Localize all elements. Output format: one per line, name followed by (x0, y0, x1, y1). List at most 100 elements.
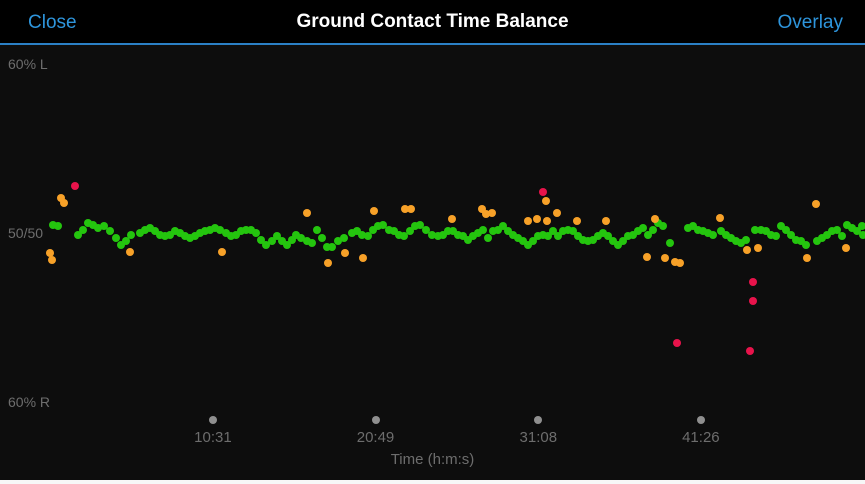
data-point-balanced (484, 234, 493, 243)
data-point-balanced (444, 227, 453, 236)
data-point-balanced (155, 230, 164, 239)
home-indicator-strip (0, 480, 865, 484)
data-point-balanced (434, 232, 443, 241)
data-point-balanced (732, 237, 741, 246)
data-point-moderate-imbalance (125, 247, 134, 256)
data-point-balanced (704, 229, 713, 237)
data-point-high-imbalance (673, 338, 682, 347)
data-point-moderate-imbalance (542, 196, 551, 205)
data-point-balanced (579, 235, 588, 244)
data-point-balanced (549, 227, 558, 236)
data-point-high-imbalance (749, 278, 758, 286)
overlay-button[interactable]: Overlay (777, 11, 843, 33)
data-point-balanced (303, 237, 312, 246)
page-title: Ground Contact Time Balance (296, 10, 569, 32)
data-point-balanced (283, 240, 292, 249)
data-point-balanced (539, 230, 548, 239)
data-point-balanced (390, 227, 399, 236)
data-point-moderate-imbalance (533, 215, 542, 224)
data-point-moderate-imbalance (45, 249, 54, 258)
data-point-balanced (180, 232, 189, 241)
data-point-moderate-imbalance (370, 207, 379, 216)
data-point-balanced (801, 240, 810, 249)
data-point-balanced (237, 227, 246, 236)
data-point-balanced (422, 225, 431, 234)
data-point-balanced (569, 227, 578, 236)
data-point-balanced (232, 230, 241, 239)
data-point-balanced (589, 235, 598, 244)
data-point-balanced (121, 237, 130, 246)
data-point-balanced (823, 230, 832, 239)
data-point-balanced (395, 230, 404, 239)
data-point-balanced (369, 225, 378, 234)
data-point-balanced (639, 223, 648, 232)
data-point-moderate-imbalance (59, 198, 68, 207)
data-point-balanced (318, 234, 327, 243)
data-point-balanced (385, 225, 394, 234)
data-point-balanced (252, 229, 261, 237)
data-point-balanced (140, 225, 149, 234)
y-axis-label: 50/50 (8, 225, 44, 241)
data-point-balanced (727, 234, 736, 243)
data-point-balanced (634, 227, 643, 236)
data-point-balanced (99, 222, 108, 231)
data-point-balanced (737, 239, 746, 248)
data-point-moderate-imbalance (671, 257, 680, 266)
data-point-moderate-imbalance (303, 208, 312, 217)
data-point-balanced (504, 227, 513, 236)
data-point-balanced (313, 225, 322, 234)
data-point-balanced (297, 234, 306, 243)
data-point-balanced (787, 230, 796, 239)
header-bar: Close Ground Contact Time Balance Overla… (0, 0, 865, 45)
data-point-balanced (88, 220, 97, 229)
data-point-balanced (201, 227, 210, 236)
data-point-balanced (111, 234, 120, 243)
data-point-balanced (135, 229, 144, 237)
data-point-balanced (83, 218, 92, 227)
data-point-balanced (644, 230, 653, 239)
data-point-balanced (559, 227, 568, 236)
data-point-balanced (73, 230, 82, 239)
data-point-balanced (604, 232, 613, 241)
data-point-balanced (843, 220, 852, 229)
data-point-balanced (524, 240, 533, 249)
data-point-balanced (499, 222, 508, 231)
data-point-high-imbalance (746, 347, 755, 356)
data-point-balanced (619, 237, 628, 246)
data-point-balanced (797, 237, 806, 246)
data-point-moderate-imbalance (661, 254, 670, 263)
data-point-balanced (364, 232, 373, 241)
data-point-balanced (594, 232, 603, 241)
data-point-balanced (358, 230, 367, 239)
data-point-moderate-imbalance (217, 247, 226, 256)
data-point-balanced (411, 222, 420, 231)
data-point-moderate-imbalance (47, 256, 56, 265)
data-point-balanced (268, 237, 277, 246)
data-point-balanced (211, 223, 220, 232)
data-point-moderate-imbalance (543, 217, 552, 226)
close-button[interactable]: Close (28, 11, 77, 33)
data-point-balanced (48, 220, 57, 229)
data-point-balanced (78, 225, 87, 234)
data-point-balanced (838, 232, 847, 241)
data-point-balanced (292, 230, 301, 239)
data-point-balanced (554, 232, 563, 241)
data-point-balanced (334, 237, 343, 246)
data-point-balanced (479, 225, 488, 234)
data-point-balanced (514, 234, 523, 243)
data-point-balanced (792, 235, 801, 244)
data-point-balanced (262, 240, 271, 249)
data-point-balanced (226, 232, 235, 241)
data-point-balanced (278, 237, 287, 246)
data-point-balanced (762, 227, 771, 236)
data-point-balanced (649, 225, 658, 234)
data-point-moderate-imbalance (754, 244, 763, 253)
data-point-balanced (150, 227, 159, 236)
data-point-balanced (459, 232, 468, 241)
x-axis-tick-dot (208, 416, 217, 424)
data-point-moderate-imbalance (488, 208, 497, 217)
data-point-balanced (170, 227, 179, 236)
data-point-moderate-imbalance (553, 208, 562, 217)
